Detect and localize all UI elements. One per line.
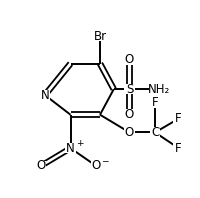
Text: O: O (36, 159, 46, 172)
Text: Br: Br (93, 30, 107, 43)
FancyBboxPatch shape (65, 143, 76, 153)
Text: NH₂: NH₂ (148, 83, 170, 96)
FancyBboxPatch shape (124, 109, 135, 120)
Text: O: O (125, 126, 134, 139)
Text: N: N (41, 89, 49, 102)
FancyBboxPatch shape (36, 161, 46, 171)
FancyBboxPatch shape (91, 161, 101, 171)
Text: N: N (66, 142, 75, 155)
Text: F: F (175, 142, 182, 155)
FancyBboxPatch shape (93, 31, 107, 41)
Text: O: O (91, 159, 101, 172)
FancyBboxPatch shape (124, 127, 135, 138)
FancyBboxPatch shape (173, 143, 184, 153)
Text: −: − (101, 156, 109, 166)
FancyBboxPatch shape (40, 90, 50, 100)
FancyBboxPatch shape (150, 98, 160, 108)
Text: O: O (125, 108, 134, 121)
FancyBboxPatch shape (149, 84, 169, 94)
FancyBboxPatch shape (173, 113, 184, 124)
Text: C: C (151, 126, 159, 139)
Text: +: + (76, 139, 83, 148)
Text: F: F (152, 96, 158, 109)
Text: O: O (125, 53, 134, 66)
FancyBboxPatch shape (124, 54, 135, 65)
Text: S: S (126, 83, 133, 96)
FancyBboxPatch shape (150, 127, 160, 138)
Text: F: F (175, 112, 182, 125)
FancyBboxPatch shape (124, 84, 135, 94)
